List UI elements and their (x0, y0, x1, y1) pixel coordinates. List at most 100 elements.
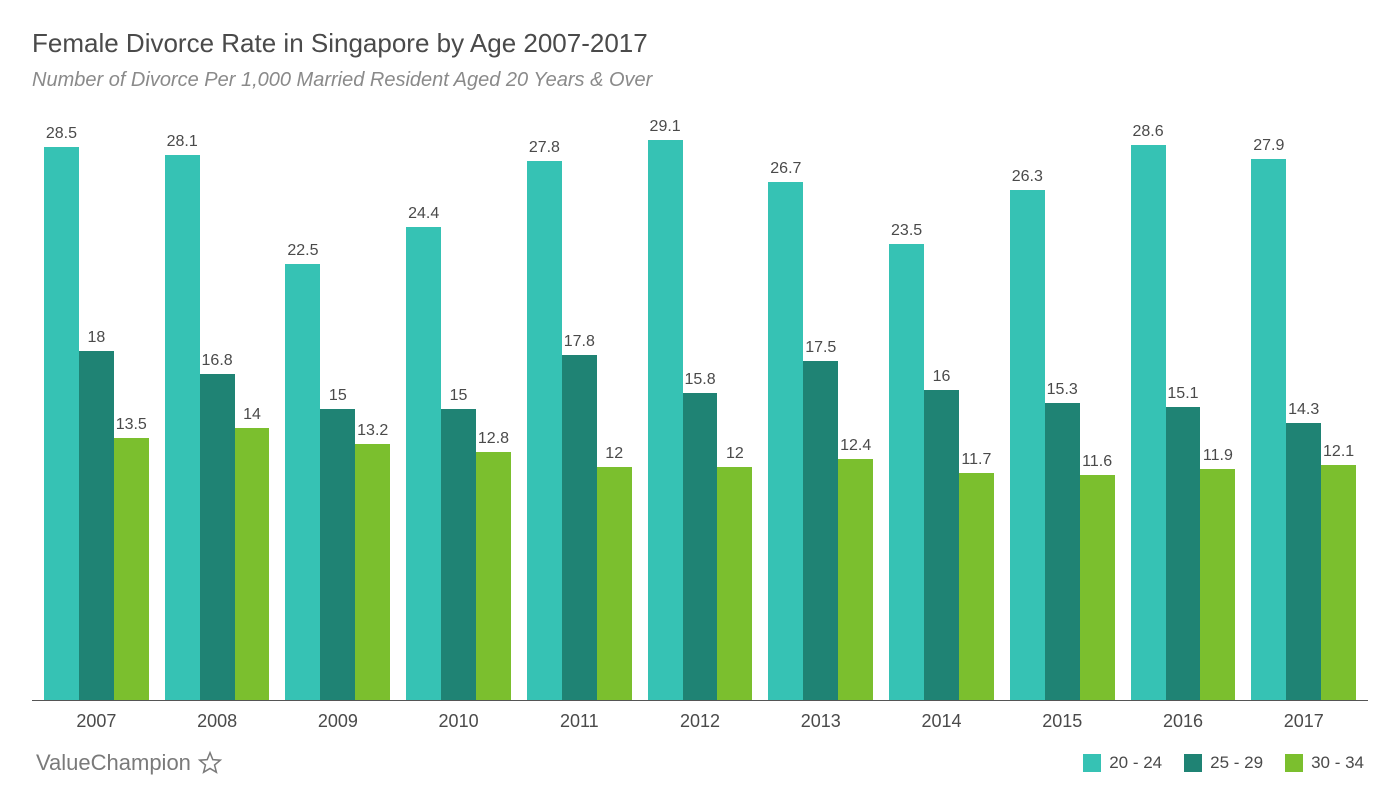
bar-value-label: 14.3 (1288, 401, 1319, 419)
chart-subtitle: Number of Divorce Per 1,000 Married Resi… (32, 69, 1368, 92)
bar (838, 459, 873, 700)
bar-value-label: 12.4 (840, 437, 871, 455)
legend-swatch (1285, 754, 1303, 772)
x-tick-label: 2013 (760, 711, 881, 732)
bar-value-label: 13.2 (357, 422, 388, 440)
bar (959, 473, 994, 700)
chart-title: Female Divorce Rate in Singapore by Age … (32, 28, 1368, 59)
legend-label: 20 - 24 (1109, 753, 1162, 773)
year-group: 27.817.8 12 (519, 118, 640, 700)
bar (476, 452, 511, 700)
bar-wrap: 12.4 (838, 118, 873, 700)
year-group: 22.51513.2 (277, 118, 398, 700)
bar-value-label: 12 (605, 445, 623, 463)
bar-value-label: 28.1 (167, 133, 198, 151)
year-group: 28.51813.5 (36, 118, 157, 700)
bar (1286, 423, 1321, 700)
bar-value-label: 11.6 (1082, 453, 1112, 471)
year-group: 23.5 16 11.7 (881, 118, 1002, 700)
x-tick-label: 2016 (1123, 711, 1244, 732)
bar-wrap: 12 (597, 118, 632, 700)
bar (803, 361, 838, 701)
x-tick-label: 2015 (1002, 711, 1123, 732)
bar-wrap: 15.8 (683, 118, 718, 700)
bar-wrap: 29.1 (648, 118, 683, 700)
bar (683, 393, 718, 700)
year-group: 28.116.814 (157, 118, 278, 700)
bar (889, 244, 924, 700)
bar (285, 264, 320, 701)
bar (597, 467, 632, 700)
bar (165, 155, 200, 700)
legend-item: 20 - 24 (1083, 753, 1162, 773)
bar-wrap: 15.3 (1045, 118, 1080, 700)
bar (355, 444, 390, 700)
bar-value-label: 13.5 (116, 416, 147, 434)
bar-wrap: 17.8 (562, 118, 597, 700)
bar-value-label: 22.5 (287, 242, 318, 260)
x-tick-label: 2009 (277, 711, 398, 732)
bar-wrap: 12.1 (1321, 118, 1356, 700)
bar-wrap: 15 (320, 118, 355, 700)
bar-value-label: 15.3 (1047, 381, 1078, 399)
legend-label: 30 - 34 (1311, 753, 1364, 773)
bar (1045, 403, 1080, 700)
bar (1321, 465, 1356, 700)
bar-value-label: 23.5 (891, 222, 922, 240)
legend-item: 25 - 29 (1184, 753, 1263, 773)
bar-wrap: 22.5 (285, 118, 320, 700)
bar-wrap: 11.7 (959, 118, 994, 700)
bar-value-label: 29.1 (650, 118, 681, 136)
bar-value-label: 14 (243, 406, 261, 424)
bar-wrap: 26.7 (768, 118, 803, 700)
bar-wrap: 16 (924, 118, 959, 700)
bar-wrap: 24.4 (406, 118, 441, 700)
bar-value-label: 28.5 (46, 125, 77, 143)
year-group: 24.4 15 12.8 (398, 118, 519, 700)
chart-plot: 28.51813.528.116.81422.51513.224.41512.8… (32, 118, 1368, 732)
bar-value-label: 24.4 (408, 205, 439, 223)
bar (1166, 407, 1201, 700)
x-tick-label: 2010 (398, 711, 519, 732)
bar-value-label: 16 (933, 368, 951, 386)
bar-value-label: 12 (726, 445, 744, 463)
bar-wrap: 12 (717, 118, 752, 700)
bar (1251, 159, 1286, 700)
brand-name: ValueChampion (36, 750, 191, 776)
year-group: 29.115.8 12 (640, 118, 761, 700)
bar-wrap: 18 (79, 118, 114, 700)
bar-wrap: 28.1 (165, 118, 200, 700)
bar-value-label: 26.7 (770, 160, 801, 178)
bar-wrap: 12.8 (476, 118, 511, 700)
bar-wrap: 15.1 (1166, 118, 1201, 700)
bar (1010, 190, 1045, 700)
x-tick-label: 2008 (157, 711, 278, 732)
bar-value-label: 28.6 (1132, 123, 1163, 141)
bar-value-label: 11.9 (1203, 447, 1233, 465)
bar-value-label: 15.1 (1167, 385, 1198, 403)
bar-wrap: 23.5 (889, 118, 924, 700)
bar-value-label: 15 (450, 387, 468, 405)
bar-wrap: 14 (235, 118, 270, 700)
bar-value-label: 27.9 (1253, 137, 1284, 155)
bar-value-label: 26.3 (1012, 168, 1043, 186)
bar-wrap: 26.3 (1010, 118, 1045, 700)
bar (320, 409, 355, 700)
bar-wrap: 28.5 (44, 118, 79, 700)
bar (44, 147, 79, 700)
x-tick-label: 2007 (36, 711, 157, 732)
bar (200, 374, 235, 700)
bar (1200, 469, 1235, 700)
bar (1131, 145, 1166, 700)
bar-wrap: 13.2 (355, 118, 390, 700)
x-tick-label: 2014 (881, 711, 1002, 732)
bar-wrap: 11.6 (1080, 118, 1115, 700)
x-axis: 2007200820092010201120122013201420152016… (32, 701, 1368, 732)
year-group: 26.717.512.4 (760, 118, 881, 700)
bar-wrap: 15 (441, 118, 476, 700)
bar (114, 438, 149, 700)
bar-wrap: 17.5 (803, 118, 838, 700)
bar-value-label: 11.7 (961, 451, 991, 469)
bar-wrap: 27.8 (527, 118, 562, 700)
x-tick-label: 2017 (1243, 711, 1364, 732)
